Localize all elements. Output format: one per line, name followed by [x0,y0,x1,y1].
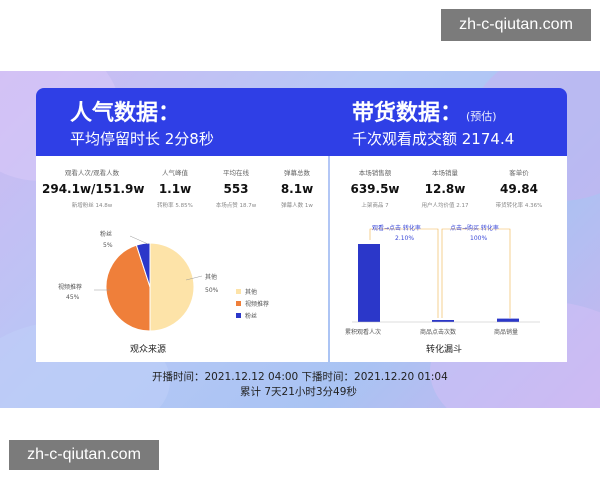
stat-sales-amount: 本场销售额 639.5w 上架商品 7 [350,169,400,209]
pie-caption: 观众来源 [130,345,167,355]
stat-avg-online: 平均在线 553 本场点赞 18.7w [215,169,257,209]
pie-pct-other: 50% [205,287,219,294]
pie-label-other: 其他 [205,274,218,281]
pie-label-video: 视频推荐 [58,284,83,291]
funnel-step-label: 观看→点击 转化率 [372,225,421,232]
stat-danmaku: 弹幕总数 8.1w 弹幕人数 1w [280,169,314,209]
stat-views: 观看人次/观看人数 294.1w/151.9w 新增粉丝 14.8w [42,169,145,209]
pie-legend: 其他 视频推荐 粉丝 [236,287,269,320]
stat-peak: 人气峰值 1.1w 转粉率 5.85% [157,169,193,209]
broadcast-time: 开播时间：2021.12.12 04:00 下播时间：2021.12.20 01… [152,371,448,383]
funnel-step-pct: 100% [470,235,488,242]
popularity-title: 人气数据： [70,101,181,126]
funnel-step-pct: 2.10% [395,235,415,242]
funnel-cat-label: 累积观看人次 [345,329,382,336]
stat-unit-price: 客单价 49.84 带货转化率 4.36% [495,169,543,209]
total-duration: 累计 7天21小时3分49秒 [240,386,357,398]
card-header [36,88,567,156]
watermark-top: zh-c-qiutan.com [441,9,591,41]
watermark-bottom: zh-c-qiutan.com [9,440,159,470]
pie-pct-fans: 5% [103,242,113,249]
pie-pct-video: 45% [66,294,80,301]
funnel-cat-label: 商品点击次数 [420,329,457,336]
funnel-cat-label: 商品销量 [494,329,519,336]
gmv-per-thousand-text: 千次观看成交额 2174.4 [352,130,515,148]
funnel-caption: 转化漏斗 [426,345,463,355]
sales-title: 带货数据： (预估) [352,101,497,126]
stat-sales-volume: 本场销量 12.8w 用户人均价值 2.17 [421,169,469,209]
avg-stay-text: 平均停留时长 2分8秒 [70,130,214,148]
pie-label-fans: 粉丝 [100,231,113,238]
funnel-step-label: 点击→购买 转化率 [450,225,499,232]
